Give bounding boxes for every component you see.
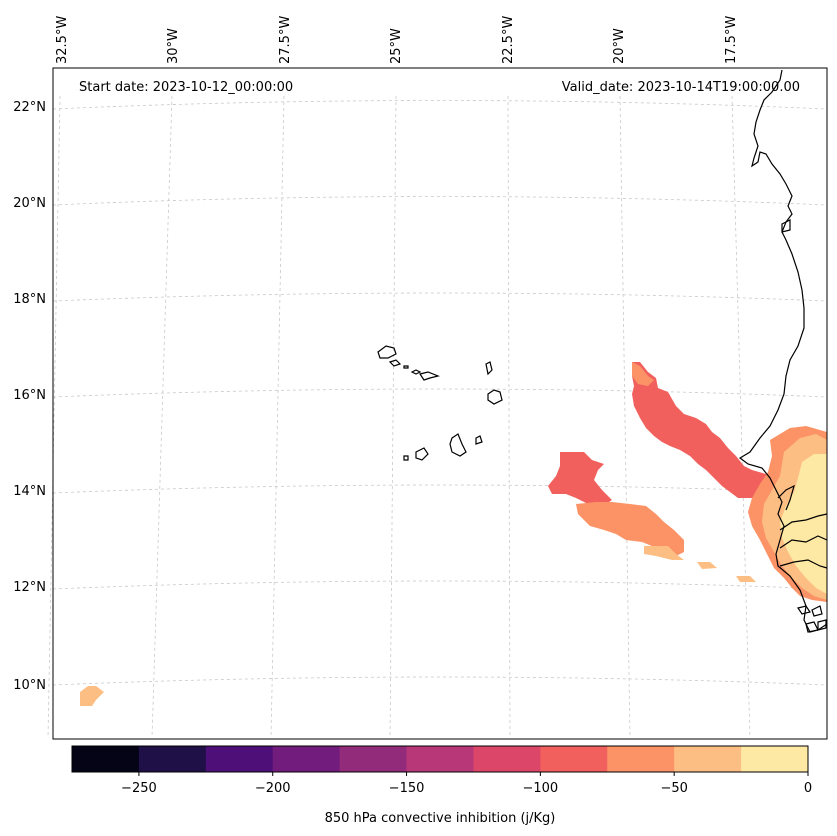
bijagos-1: [797, 605, 811, 615]
gambia-river: [779, 513, 828, 531]
cin-offshore-orange: [576, 502, 684, 556]
colorbar-frame: [71, 745, 809, 773]
lon-label-22-5w: 22.5°W: [501, 16, 516, 64]
cin-offshore-red: [548, 452, 612, 504]
cin-southwest: [80, 686, 104, 706]
lon-label-25w: 25°W: [389, 28, 404, 64]
lat-label-10n: 10°N: [13, 678, 46, 693]
cin-field: [80, 362, 827, 706]
cin-offshore-light: [644, 546, 684, 560]
colorbar-tick-label: 0: [804, 781, 812, 796]
gambia-border-north: [777, 484, 795, 511]
africa-coastline: [738, 69, 828, 633]
start-date-label: Start date: 2023-10-12_00:00:00: [79, 80, 293, 95]
brava: [403, 455, 409, 461]
colorbar-bin: [138, 746, 207, 772]
colorbar: −250 −200 −150 −100 −50 0 850 hPa convective …: [71, 745, 812, 826]
colorbar-tick-label: −150: [389, 781, 425, 796]
lat-label-22n: 22°N: [13, 100, 46, 115]
cin-band-northwest: [632, 362, 770, 498]
santa-luzia: [403, 365, 409, 369]
colorbar-bin: [473, 746, 541, 772]
colorbar-bin: [674, 746, 742, 772]
colorbar-bin: [72, 746, 140, 772]
bijagos-4: [817, 619, 827, 631]
lon-label-20w: 20°W: [612, 28, 627, 64]
colorbar-bin: [607, 746, 675, 772]
sao-vicente: [388, 359, 402, 367]
colorbar-label: 850 hPa convective inhibition (j/Kg): [325, 811, 556, 826]
colorbar-bins: [72, 746, 809, 772]
cape-verde-islands: [377, 345, 503, 461]
lon-label-32-5w: 32.5°W: [55, 16, 70, 64]
sao-nicolau-2: [419, 371, 440, 381]
santo-antao: [377, 345, 397, 359]
cin-coast-inner: [780, 454, 827, 594]
lon-label-17-5w: 17.5°W: [724, 16, 739, 64]
lat-label-20n: 20°N: [13, 196, 46, 211]
lon-label-30w: 30°W: [166, 28, 181, 64]
colorbar-tick-label: −250: [121, 781, 157, 796]
colorbar-bin: [339, 746, 408, 772]
colorbar-tick-label: −100: [523, 781, 559, 796]
cin-small-1: [697, 562, 717, 569]
fogo: [415, 447, 429, 461]
boa-vista: [487, 389, 503, 405]
graticule: [47, 95, 828, 739]
colorbar-bin: [406, 746, 474, 772]
lat-label-14n: 14°N: [13, 484, 46, 499]
colorbar-bin: [540, 746, 608, 772]
colorbar-bin: [205, 746, 274, 772]
map-frame: [52, 67, 828, 740]
cin-small-2: [736, 576, 756, 582]
lat-label-16n: 16°N: [13, 388, 46, 403]
gambia-border-south: [779, 535, 828, 549]
colorbar-bin: [272, 746, 341, 772]
sao-nicolau: [410, 369, 422, 375]
colorbar-tick-label: −50: [660, 781, 687, 796]
lat-label-12n: 12°N: [13, 580, 46, 595]
bijagos-2: [811, 605, 823, 617]
sal: [485, 361, 493, 376]
latitude-labels: 22°N 20°N 18°N 16°N 14°N 12°N 10°N: [13, 100, 46, 693]
colorbar-ticks: −250 −200 −150 −100 −50 0: [121, 772, 812, 796]
colorbar-tick-label: −200: [255, 781, 291, 796]
santiago: [449, 433, 467, 457]
maio: [475, 435, 483, 445]
cin-band-northwest-light: [632, 362, 654, 386]
western-sahara-islet: [781, 219, 791, 233]
lon-label-27-5w: 27.5°W: [278, 16, 293, 64]
longitude-labels: 32.5°W 30°W 27.5°W 25°W 22.5°W 20°W 17.5…: [55, 16, 739, 64]
coastline: [738, 69, 828, 633]
valid-date-label: Valid_date: 2023-10-14T19:00:00.00: [562, 80, 800, 95]
colorbar-bin: [741, 746, 809, 772]
guinea-bissau-border: [779, 559, 828, 569]
lat-label-18n: 18°N: [13, 292, 46, 307]
